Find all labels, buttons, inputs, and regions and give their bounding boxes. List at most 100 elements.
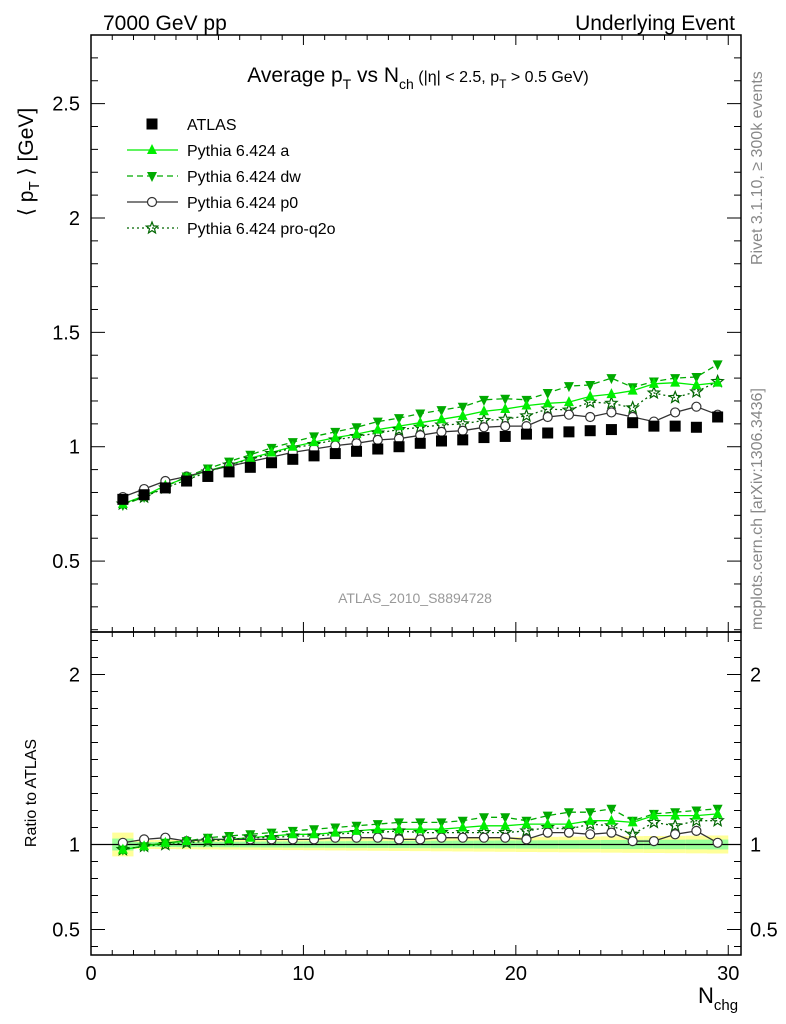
- legend: ATLAS Pythia 6.424 a Pythia 6.424 dw Pythia…: [127, 117, 336, 238]
- ratio-point: [627, 835, 638, 847]
- ratio-point: [415, 823, 426, 834]
- main-series: [115, 360, 725, 512]
- data-point: [478, 405, 489, 416]
- data-point: [585, 380, 596, 391]
- ratio-point: [457, 821, 468, 832]
- ratio-point: [648, 835, 660, 847]
- ratio-y-tick-label: 0.5: [52, 920, 80, 942]
- data-point: [585, 411, 596, 423]
- data-point: [372, 423, 383, 434]
- ratio-point: [436, 832, 447, 843]
- x-axis-label: Nchg: [698, 983, 738, 1014]
- ratio-point: [391, 823, 407, 838]
- legend-marker: [147, 172, 157, 182]
- data-point: [309, 436, 320, 447]
- ratio-point: [542, 811, 553, 822]
- data-point: [670, 376, 681, 387]
- data-point: [436, 413, 447, 424]
- data-point: [584, 425, 596, 437]
- data-point: [391, 421, 407, 436]
- rivet-label: Rivet 3.1.10, ≥ 300k events: [749, 71, 766, 265]
- data-point: [266, 446, 277, 457]
- x-tick-label: 30: [717, 963, 739, 985]
- data-point: [712, 411, 724, 423]
- axis-ticks: 0 10 20 30 0.5 1 1.5 2 2.5 0.5 0.5 1 1 2 2: [52, 34, 778, 985]
- ratio-point: [202, 833, 213, 844]
- ratio-point: [478, 819, 489, 830]
- y-axis-label: ⟨ pT ⟩ [GeV]: [15, 108, 43, 216]
- ratio-series: [115, 804, 725, 856]
- data-point: [159, 482, 171, 494]
- data-point: [415, 409, 426, 420]
- ratio-point: [712, 807, 723, 818]
- x-tick-label: 20: [505, 963, 527, 985]
- ratio-point: [245, 831, 256, 842]
- ratio-point: [585, 829, 596, 840]
- ratio-point: [521, 834, 532, 845]
- data-point: [414, 437, 426, 449]
- data-point: [436, 426, 447, 437]
- ratio-point: [585, 808, 596, 819]
- ratio-point: [542, 827, 553, 838]
- data-point: [287, 453, 299, 465]
- data-point: [691, 401, 702, 412]
- legend-marker: [146, 196, 158, 208]
- data-point: [646, 385, 662, 400]
- data-point: [648, 377, 659, 388]
- data-point: [712, 360, 723, 371]
- data-point: [478, 395, 489, 406]
- ratio-point: [606, 827, 617, 838]
- data-point: [690, 421, 702, 433]
- ratio-point: [394, 823, 405, 834]
- y-tick-label: 0.5: [52, 551, 80, 573]
- data-point: [605, 424, 617, 436]
- data-point: [330, 431, 341, 442]
- ratio-point: [393, 834, 405, 845]
- data-point: [563, 382, 574, 393]
- ratio-point: [563, 808, 574, 819]
- data-point: [627, 417, 639, 429]
- ratio-point: [372, 823, 383, 834]
- data-point: [308, 450, 320, 462]
- data-point: [563, 396, 574, 407]
- ratio-point: [582, 816, 598, 831]
- data-point: [245, 452, 256, 463]
- data-point: [393, 441, 405, 453]
- data-point: [372, 443, 384, 455]
- ratio-point: [478, 813, 489, 824]
- header-left: 7000 GeV pp: [103, 12, 227, 35]
- ratio-point: [691, 825, 702, 837]
- ratio-point: [712, 837, 723, 848]
- data-point: [500, 402, 511, 413]
- ratio-y-tick-label: 2: [69, 665, 80, 687]
- chart-title: Average pT vs Nch (|η| < 2.5, pT > 0.5 G…: [247, 64, 588, 92]
- data-point: [287, 440, 298, 451]
- data-point: [117, 493, 129, 505]
- data-point: [520, 428, 532, 440]
- data-point: [202, 470, 214, 482]
- data-point: [457, 434, 469, 446]
- legend-marker: [144, 220, 160, 235]
- data-point: [563, 426, 575, 438]
- header-right: Underlying Event: [575, 12, 735, 35]
- data-point: [372, 434, 383, 445]
- data-point: [542, 388, 553, 399]
- data-point: [436, 406, 447, 417]
- analysis-label: ATLAS_2010_S8894728: [338, 590, 492, 606]
- data-point: [457, 409, 468, 420]
- data-point: [244, 461, 256, 473]
- ratio-point: [563, 827, 575, 838]
- data-point: [712, 376, 723, 387]
- x-tick-label: 0: [85, 963, 96, 985]
- legend-marker: [146, 118, 158, 130]
- ratio-point: [670, 809, 681, 820]
- data-point: [585, 390, 596, 401]
- data-point: [606, 407, 617, 418]
- legend-label: Pythia 6.424 pro-q2o: [187, 221, 336, 238]
- ratio-line: [122, 808, 718, 851]
- ratio-point: [667, 818, 683, 833]
- ratio-point: [160, 836, 171, 847]
- ratio-point: [372, 832, 383, 843]
- ratio-point: [457, 832, 468, 843]
- ratio-point: [224, 833, 235, 844]
